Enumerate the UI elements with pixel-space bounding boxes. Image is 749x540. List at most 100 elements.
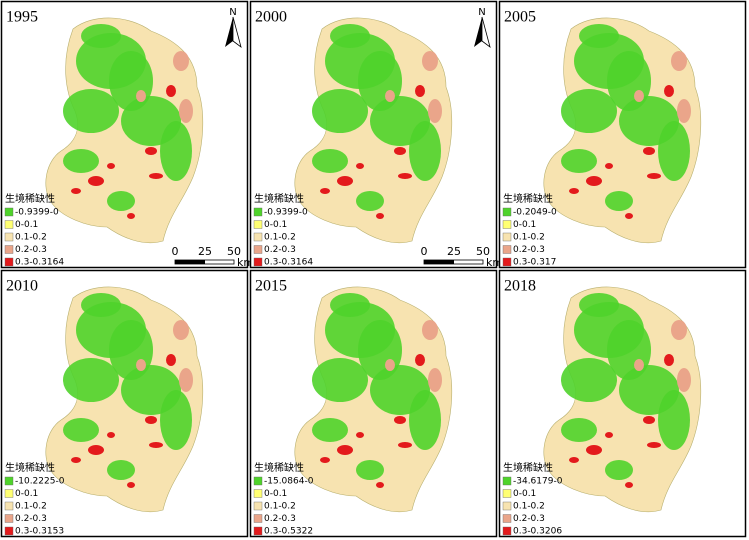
land-patch — [107, 191, 135, 211]
land-patch — [109, 320, 153, 380]
land-patch — [330, 24, 370, 48]
panel-year: 1995 — [6, 9, 38, 26]
legend-item: -0.2049-0 — [513, 208, 557, 218]
mid-patch — [671, 320, 687, 340]
legend-swatch — [253, 220, 263, 229]
legend-swatch — [4, 476, 14, 486]
scale-label: 50 — [476, 245, 490, 258]
hotspot — [625, 482, 633, 488]
panel-year: 2005 — [504, 9, 536, 26]
mid-patch — [422, 51, 438, 71]
mid-patch — [173, 320, 189, 340]
hotspot — [605, 432, 613, 438]
hotspot — [586, 445, 602, 455]
hotspot — [71, 457, 81, 463]
land-patch — [561, 89, 617, 133]
land-patch — [658, 121, 690, 181]
land-patch — [561, 149, 597, 173]
legend-swatch — [253, 257, 263, 267]
legend-item: 0.3-0.3153 — [15, 527, 64, 537]
hotspot — [643, 416, 655, 424]
land-patch — [607, 320, 651, 380]
map-panel: 2005 生境稀缺性 -0.2049-0 0-0.1 0.1-0.2 0.2-0.3 0.3… — [498, 0, 747, 269]
land-patch — [81, 24, 121, 48]
scale-label: 25 — [198, 245, 212, 258]
map-panel: 1995 生境稀缺性 -0.9399-0 0-0.1 0.1-0.2 0.2-0.3 0.3… — [0, 0, 254, 269]
legend-swatch — [502, 245, 512, 254]
hotspot — [664, 85, 674, 97]
hotspot — [320, 457, 330, 463]
land-patch — [312, 89, 368, 133]
legend-item: 0-0.1 — [15, 489, 38, 499]
land-patch — [605, 460, 633, 480]
scale-bar-fill — [424, 260, 454, 264]
land-patch — [109, 51, 153, 111]
north-arrow-shape — [481, 16, 491, 49]
region-map — [294, 286, 453, 513]
land-patch — [658, 390, 690, 450]
legend-swatch — [502, 257, 512, 267]
legend-item: 0.3-0.3206 — [513, 527, 562, 537]
legend-swatch — [502, 220, 512, 229]
land-patch — [63, 149, 99, 173]
legend-item: 0.1-0.2 — [15, 233, 47, 243]
mid-patch — [634, 90, 644, 102]
hotspot — [664, 354, 674, 366]
legend-item: -10.2225-0 — [15, 477, 65, 487]
legend-swatch — [502, 526, 512, 536]
legend-item: 0.3-0.5322 — [264, 527, 313, 537]
scale-label: 0 — [172, 245, 179, 258]
scale-label: 0 — [421, 245, 428, 258]
hotspot — [356, 432, 364, 438]
legend-swatch — [4, 232, 14, 242]
hotspot — [394, 416, 406, 424]
land-patch — [81, 293, 121, 317]
hotspot — [376, 482, 384, 488]
legend-title: 生境稀缺性 — [5, 192, 55, 205]
legend-title: 生境稀缺性 — [254, 192, 304, 205]
land-patch — [63, 89, 119, 133]
legend-swatch — [253, 501, 263, 511]
hotspot — [605, 163, 613, 169]
land-patch — [358, 320, 402, 380]
map-panel: 2015 生境稀缺性 -15.0864-0 0-0.1 0.1-0.2 0.2-0.3 0.… — [249, 269, 498, 538]
legend-item: -0.9399-0 — [15, 208, 59, 218]
legend-item: 0.1-0.2 — [15, 502, 47, 512]
land-patch — [605, 191, 633, 211]
region-map — [543, 17, 702, 244]
panel-year: 2010 — [6, 278, 38, 295]
north-arrow-shape — [474, 17, 482, 47]
hotspot — [107, 163, 115, 169]
legend-item: -0.9399-0 — [264, 208, 308, 218]
land-patch — [63, 418, 99, 442]
mid-patch — [179, 99, 193, 123]
hotspot — [320, 188, 330, 194]
legend-swatch — [4, 526, 14, 536]
legend-item: 0.3-0.3164 — [15, 258, 64, 268]
map-panel: 2018 生境稀缺性 -34.6179-0 0-0.1 0.1-0.2 0.2-0.3 0.… — [498, 269, 747, 538]
hotspot — [149, 173, 163, 179]
hotspot — [647, 442, 661, 448]
scale-label: 25 — [447, 245, 461, 258]
legend-item: 0.2-0.3 — [513, 245, 545, 255]
hotspot — [569, 188, 579, 194]
legend-swatch — [253, 207, 263, 217]
hotspot — [376, 213, 384, 219]
legend-swatch — [253, 245, 263, 254]
legend-item: 0.2-0.3 — [15, 514, 47, 524]
mid-patch — [428, 368, 442, 392]
legend-title: 生境稀缺性 — [5, 461, 55, 474]
legend-item: 0-0.1 — [15, 220, 38, 230]
legend-swatch — [253, 526, 263, 536]
legend-item: 0.1-0.2 — [513, 502, 545, 512]
hotspot — [337, 176, 353, 186]
hotspot — [394, 147, 406, 155]
hotspot — [398, 173, 412, 179]
map-panel: 2010 生境稀缺性 -10.2225-0 0-0.1 0.1-0.2 0.2-0.3 0.… — [0, 269, 249, 538]
legend-swatch — [4, 257, 14, 267]
hotspot — [586, 176, 602, 186]
hotspot — [88, 445, 104, 455]
legend-item: 0.3-0.317 — [513, 258, 556, 268]
legend-swatch — [502, 489, 512, 498]
